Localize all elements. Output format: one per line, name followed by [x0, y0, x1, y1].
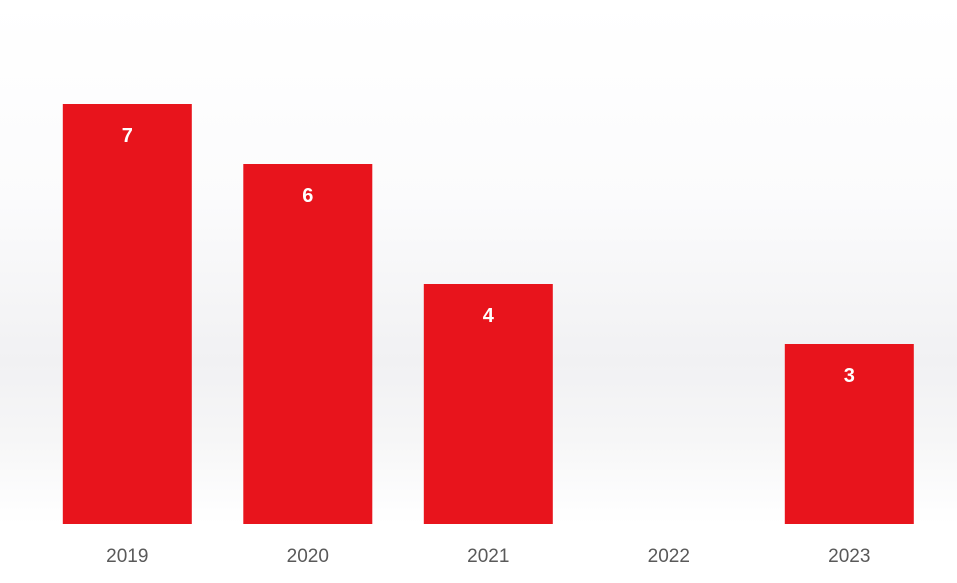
- bar-2020: [243, 164, 373, 524]
- bar-2021: [423, 284, 553, 524]
- x-tick-label-2022: 2022: [648, 546, 690, 567]
- bar-2019: [62, 104, 192, 524]
- data-label-2023: 3: [844, 365, 855, 387]
- x-tick-label-2021: 2021: [467, 546, 509, 567]
- x-tick-label-2019: 2019: [106, 546, 148, 567]
- bars-layer: 7 6 4 3: [62, 104, 914, 524]
- x-tick-label-2023: 2023: [828, 546, 870, 567]
- data-label-2019: 7: [122, 125, 133, 147]
- data-label-2021: 4: [483, 305, 495, 327]
- x-axis-labels: 2019 2020 2021 2022 2023: [106, 546, 870, 567]
- x-tick-label-2020: 2020: [287, 546, 329, 567]
- bar-2023: [784, 344, 914, 524]
- data-label-2020: 6: [302, 185, 313, 207]
